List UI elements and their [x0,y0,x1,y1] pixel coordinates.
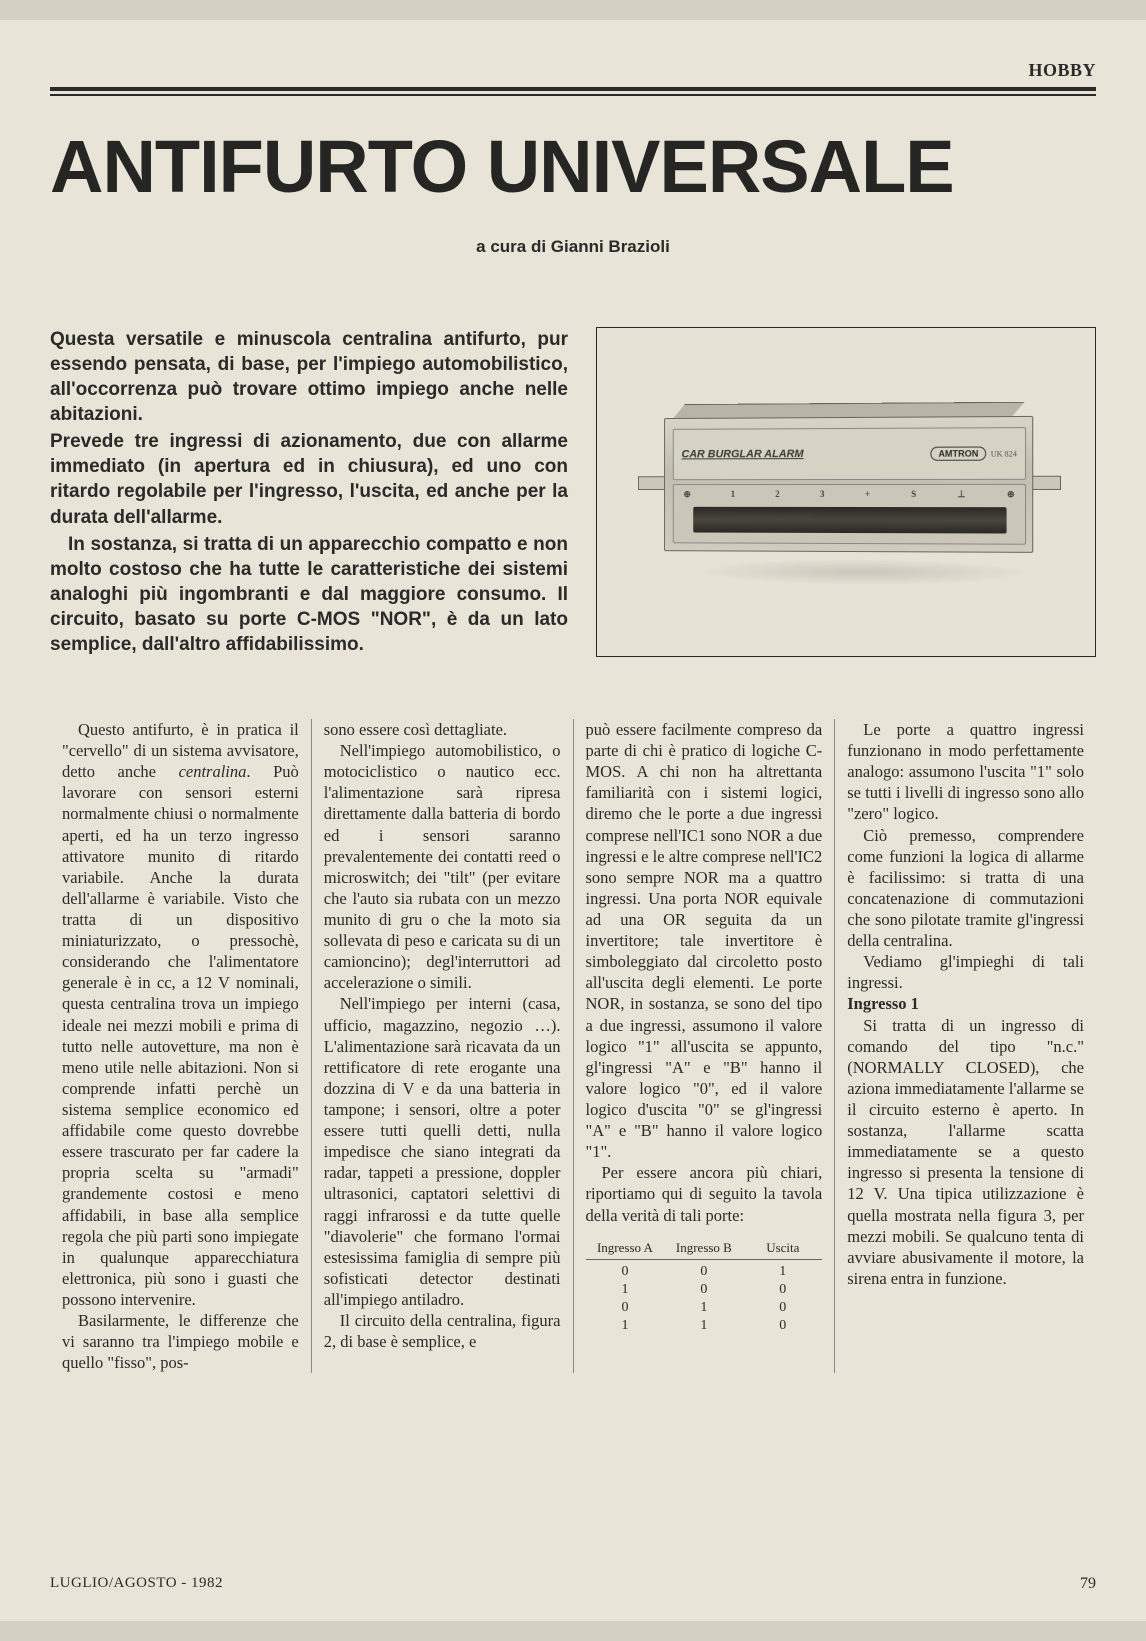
intro-text: Questa versatile e minuscola centralina … [50,327,568,659]
body-p: può essere facilmente compreso da parte … [586,719,823,1162]
table-header-row: Ingresso A Ingresso B Uscita [586,1240,823,1261]
body-columns: Questo antifurto, è in pratica il "cerve… [50,719,1096,1373]
body-p: Vediamo gl'impieghi di tali ingressi. [847,951,1084,993]
column-1: Questo antifurto, è in pratica il "cerve… [50,719,312,1373]
intro-row: Questa versatile e minuscola centralina … [50,327,1096,659]
table-row: 1 1 0 [586,1317,823,1335]
rule-thin [50,94,1096,96]
panel-model: UK 824 [991,449,1017,458]
device-lower: ⊕ 1 2 3 + S ⊥ ⊕ [673,484,1026,545]
terminals: ⊕ 1 2 3 + S ⊥ ⊕ [683,489,1014,500]
magazine-page: HOBBY ANTIFURTO UNIVERSALE a cura di Gia… [0,20,1146,1621]
device-shadow [693,558,1033,586]
body-p: Le porte a quattro ingressi funzionano i… [847,719,1084,825]
bracket-right [1032,476,1061,490]
table-row: 0 0 1 [586,1263,823,1281]
body-p: Questo antifurto, è in pratica il "cerve… [62,719,299,1310]
page-footer: LUGLIO/AGOSTO - 1982 79 [50,1575,1096,1593]
page-number: 79 [1080,1575,1096,1593]
issue-date: LUGLIO/AGOSTO - 1982 [50,1575,223,1593]
panel-brand: AMTRON [930,447,986,461]
terminal: S [911,489,916,500]
terminal: 3 [820,489,824,500]
byline: a cura di Gianni Brazioli [50,237,1096,257]
th: Ingresso A [586,1240,665,1257]
terminal: 2 [775,489,779,500]
terminal: ⊕ [1007,489,1015,500]
rule-thick [50,87,1096,91]
table-row: 0 1 0 [586,1299,823,1317]
body-p: Per essere ancora più chiari, riportiamo… [586,1162,823,1225]
truth-table: Ingresso A Ingresso B Uscita 0 0 1 1 0 0… [586,1240,823,1335]
device-illustration: CAR BURGLAR ALARM AMTRON UK 824 ⊕ 1 2 3 … [664,416,1033,568]
device-panel: CAR BURGLAR ALARM AMTRON UK 824 [673,427,1026,480]
product-photo: CAR BURGLAR ALARM AMTRON UK 824 ⊕ 1 2 3 … [596,327,1096,657]
body-p: Nell'impiego per interni (casa, ufficio,… [324,993,561,1310]
body-p: Ciò premesso, comprendere come funzioni … [847,825,1084,952]
device-slot [693,507,1006,534]
body-p: Basilarmente, le differenze che vi saran… [62,1310,299,1373]
intro-p2: Prevede tre ingressi di azionamento, due… [50,429,568,529]
bracket-left [638,476,665,490]
terminal: ⊥ [957,489,965,500]
section-label: HOBBY [50,60,1096,81]
column-2: sono essere così dettagliate. Nell'impie… [312,719,574,1373]
article-title: ANTIFURTO UNIVERSALE [50,124,1096,209]
intro-p3: In sostanza, si tratta di un apparecchio… [50,532,568,657]
column-3: può essere facilmente compreso da parte … [574,719,836,1373]
intro-p1: Questa versatile e minuscola centralina … [50,327,568,427]
body-p: sono essere così dettagliate. [324,719,561,740]
device-front: CAR BURGLAR ALARM AMTRON UK 824 ⊕ 1 2 3 … [664,416,1033,553]
terminal: + [865,489,870,500]
terminal: 1 [731,489,735,500]
column-4: Le porte a quattro ingressi funzionano i… [835,719,1096,1373]
subheading: Ingresso 1 [847,993,1084,1014]
body-p: Si tratta di un ingresso di comando del … [847,1015,1084,1289]
body-p: Nell'impiego automobilistico, o motocicl… [324,740,561,993]
th: Ingresso B [664,1240,743,1257]
th: Uscita [743,1240,822,1257]
panel-text: CAR BURGLAR ALARM [682,448,931,461]
terminal: ⊕ [683,489,690,500]
body-p: Il circuito della centralina, figura 2, … [324,1310,561,1352]
table-row: 1 0 0 [586,1281,823,1299]
